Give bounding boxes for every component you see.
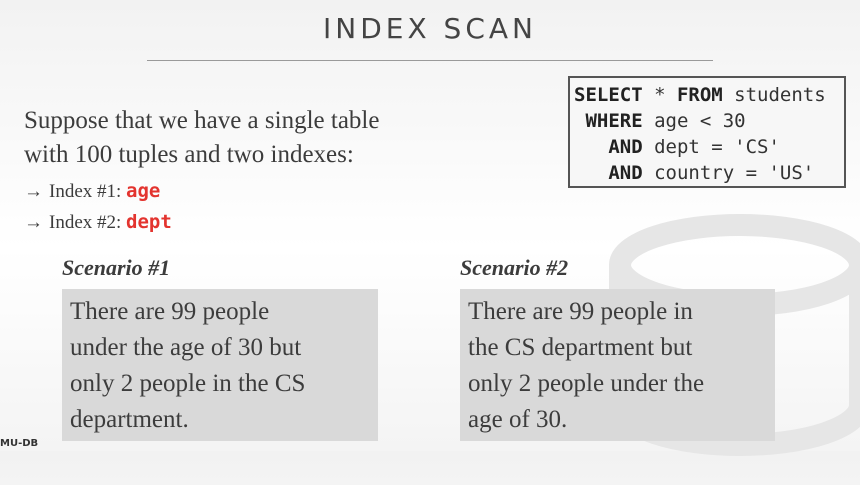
- sql-query-box: SELECT * FROM students WHERE age < 30 AN…: [568, 76, 846, 188]
- scenario-1-box: There are 99 people under the age of 30 …: [62, 289, 378, 441]
- scenario-2-label: Scenario #2: [460, 255, 569, 280]
- sql-line-4: AND country = 'US': [574, 160, 844, 186]
- sql-keyword: FROM: [676, 84, 723, 106]
- intro-line-2: with 100 tuples and two indexes:: [24, 141, 354, 168]
- scenario-2-line-3: only 2 people under the: [468, 370, 705, 397]
- intro-line-1: Suppose that we have a single table: [24, 107, 380, 134]
- scenario-2-line-2: the CS department but: [468, 334, 693, 361]
- sql-indent: [574, 110, 585, 132]
- scenario-2-box: There are 99 people in the CS department…: [460, 289, 775, 441]
- sql-indent: [574, 162, 608, 184]
- right-arrow-icon: →: [24, 181, 43, 202]
- right-arrow-icon: →: [24, 212, 43, 233]
- scenario-1-line-2: under the age of 30 but: [70, 334, 302, 361]
- scenario-1-label: Scenario #1: [62, 255, 171, 280]
- scenario-2-line-4: age of 30.: [468, 406, 568, 433]
- sql-line-1: SELECT * FROM students: [574, 82, 844, 108]
- scenario-1-line-3: only 2 people in the CS: [70, 370, 306, 397]
- sql-line-2: WHERE age < 30: [574, 108, 844, 134]
- index-item-age: → Index #1: age: [24, 176, 172, 207]
- sql-keyword: SELECT: [574, 84, 643, 106]
- intro-text: Suppose that we have a single table with…: [24, 104, 379, 172]
- footer-logo-text: MU-DB: [0, 438, 39, 449]
- index-label: Index #2:: [49, 212, 127, 233]
- scenario-1-line-1: There are 99 people: [70, 298, 270, 325]
- index-item-dept: → Index #2: dept: [24, 207, 172, 238]
- slide-title: INDEX SCAN: [323, 12, 537, 45]
- index-column-name: dept: [126, 211, 172, 233]
- title-divider: [147, 60, 713, 61]
- sql-indent: [574, 136, 608, 158]
- scenario-1-line-4: department.: [70, 406, 189, 433]
- scenario-2-line-1: There are 99 people in: [468, 298, 693, 325]
- sql-text: students: [722, 84, 826, 106]
- sql-line-3: AND dept = 'CS': [574, 134, 844, 160]
- index-column-name: age: [126, 180, 161, 202]
- sql-keyword: WHERE: [585, 110, 643, 132]
- sql-keyword: AND: [608, 162, 643, 184]
- sql-text: country = 'US': [642, 162, 815, 184]
- sql-text: age < 30: [642, 110, 746, 132]
- sql-text: dept = 'CS': [642, 136, 780, 158]
- index-list: → Index #1: age → Index #2: dept: [24, 176, 172, 238]
- index-label: Index #1:: [49, 181, 127, 202]
- sql-keyword: AND: [608, 136, 643, 158]
- sql-text: *: [642, 84, 677, 106]
